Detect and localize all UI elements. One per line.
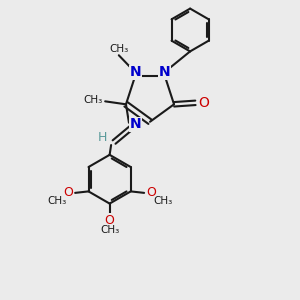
Text: CH₃: CH₃ xyxy=(84,95,103,105)
Text: N: N xyxy=(129,65,141,80)
Text: CH₃: CH₃ xyxy=(100,225,119,235)
Text: O: O xyxy=(147,186,157,199)
Text: CH₃: CH₃ xyxy=(109,44,128,54)
Text: H: H xyxy=(98,131,107,144)
Text: O: O xyxy=(105,214,115,227)
Text: O: O xyxy=(63,186,73,199)
Text: O: O xyxy=(198,96,209,110)
Text: CH₃: CH₃ xyxy=(47,196,66,206)
Text: N: N xyxy=(159,65,171,80)
Text: N: N xyxy=(130,117,142,131)
Text: CH₃: CH₃ xyxy=(153,196,172,206)
